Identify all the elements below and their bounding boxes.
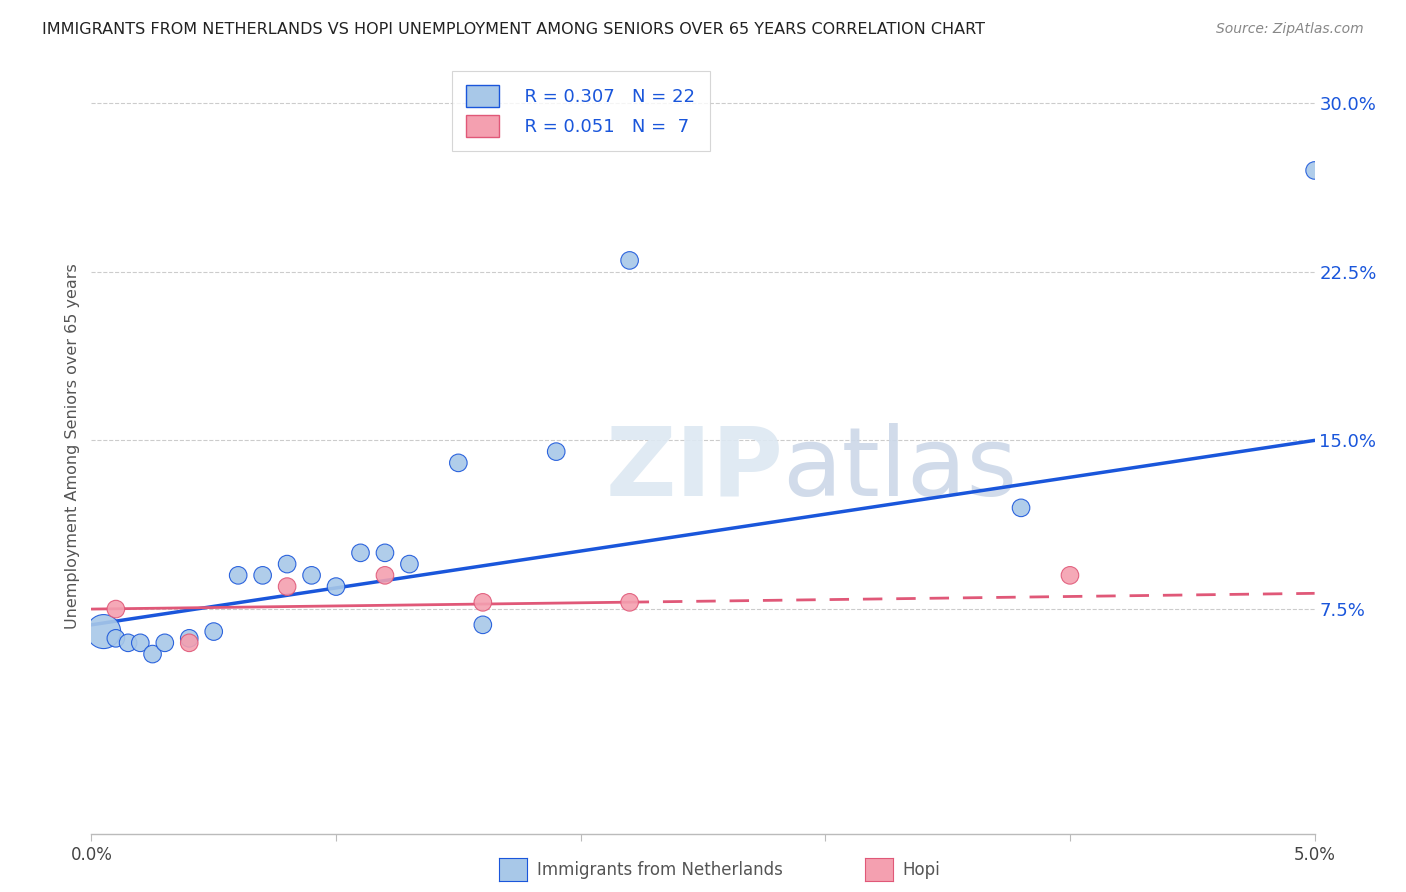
Point bbox=[179, 632, 201, 646]
Point bbox=[301, 568, 323, 582]
Point bbox=[374, 546, 396, 560]
Point bbox=[349, 546, 371, 560]
Point bbox=[104, 602, 127, 616]
Point bbox=[202, 624, 225, 639]
Point bbox=[153, 636, 176, 650]
Point bbox=[129, 636, 152, 650]
Legend:   R = 0.307   N = 22,   R = 0.051   N =  7: R = 0.307 N = 22, R = 0.051 N = 7 bbox=[451, 70, 710, 151]
Point bbox=[1010, 500, 1032, 515]
Point bbox=[447, 456, 470, 470]
Point bbox=[179, 636, 201, 650]
Text: Source: ZipAtlas.com: Source: ZipAtlas.com bbox=[1216, 22, 1364, 37]
Point bbox=[1303, 163, 1326, 178]
Point bbox=[252, 568, 274, 582]
Point bbox=[398, 557, 420, 571]
Point bbox=[325, 580, 347, 594]
Text: Hopi: Hopi bbox=[903, 861, 941, 879]
Point bbox=[104, 632, 127, 646]
Text: Immigrants from Netherlands: Immigrants from Netherlands bbox=[537, 861, 783, 879]
Point bbox=[546, 444, 568, 458]
Point bbox=[141, 647, 163, 661]
Point bbox=[471, 595, 494, 609]
Point bbox=[374, 568, 396, 582]
Point bbox=[619, 253, 641, 268]
Point bbox=[1059, 568, 1081, 582]
Point bbox=[276, 580, 298, 594]
Point bbox=[117, 636, 139, 650]
Text: ZIP: ZIP bbox=[605, 423, 783, 516]
Point bbox=[619, 595, 641, 609]
Text: atlas: atlas bbox=[783, 423, 1018, 516]
Point bbox=[471, 617, 494, 632]
Point bbox=[276, 557, 298, 571]
Point bbox=[226, 568, 249, 582]
Y-axis label: Unemployment Among Seniors over 65 years: Unemployment Among Seniors over 65 years bbox=[65, 263, 80, 629]
Point bbox=[93, 624, 115, 639]
Text: IMMIGRANTS FROM NETHERLANDS VS HOPI UNEMPLOYMENT AMONG SENIORS OVER 65 YEARS COR: IMMIGRANTS FROM NETHERLANDS VS HOPI UNEM… bbox=[42, 22, 986, 37]
